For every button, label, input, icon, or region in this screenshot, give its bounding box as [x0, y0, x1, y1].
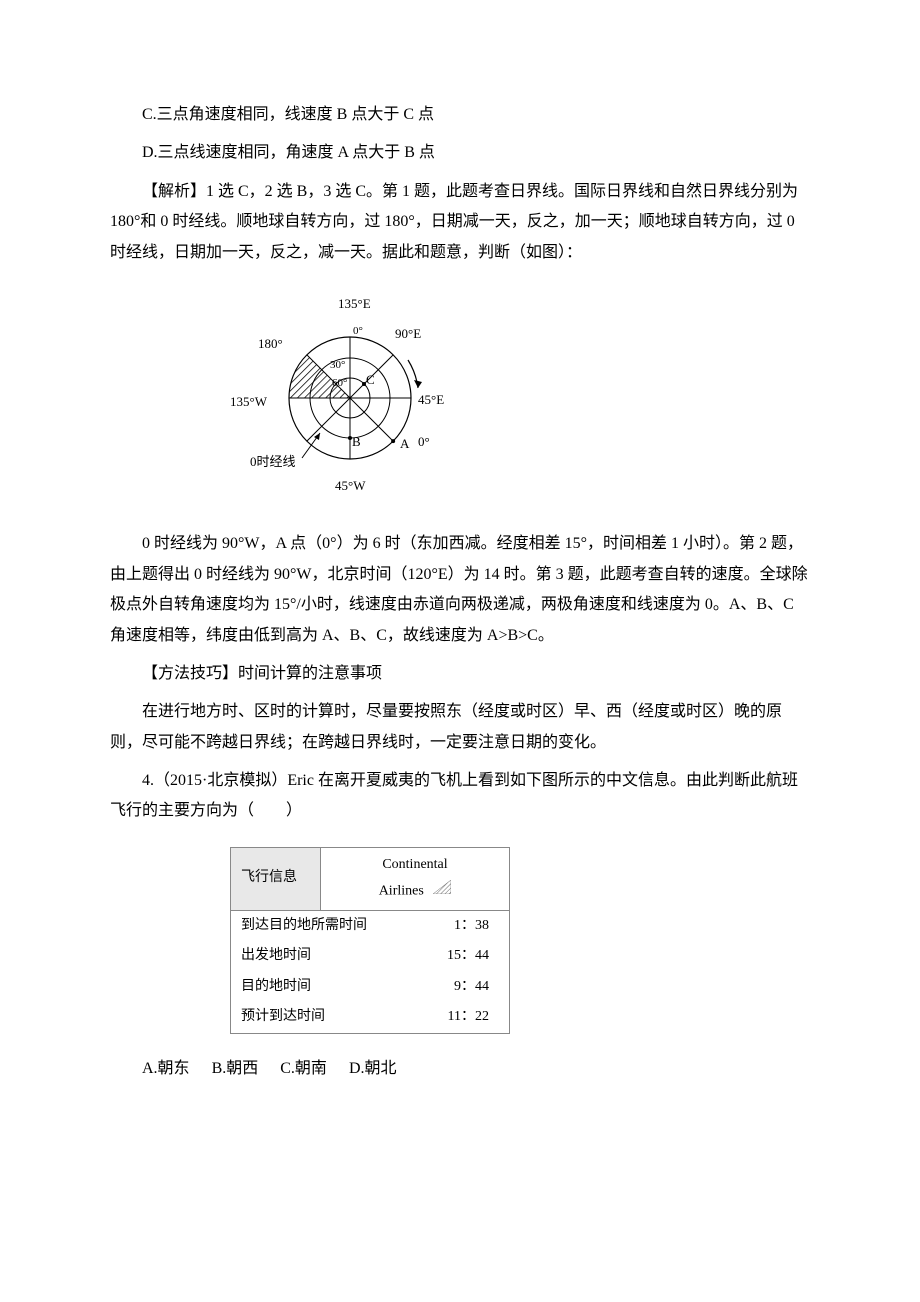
label-90e: 90°E [395, 326, 421, 341]
polar-diagram: 135°E 90°E 45°E 0° 45°W 135°W 180° 0° 30… [230, 288, 810, 509]
option-4c: C.朝南 [280, 1060, 327, 1077]
table-row: 目的地时间 9：44 [231, 972, 509, 1003]
row-label-1: 出发地时间 [231, 941, 417, 972]
table-row: 出发地时间 15：44 [231, 941, 509, 972]
label-lat60: 60° [332, 377, 347, 389]
option-c: C.三点角速度相同，线速度 B 点大于 C 点 [110, 100, 810, 130]
flight-info-table: 飞行信息 Continental Airlines [230, 847, 510, 1034]
option-d: D.三点线速度相同，角速度 A 点大于 B 点 [110, 138, 810, 168]
option-4b: B.朝西 [212, 1060, 259, 1077]
label-135e: 135°E [338, 296, 371, 311]
row-label-0: 到达目的地所需时间 [231, 911, 417, 942]
flight-table-header-row: 飞行信息 Continental Airlines [231, 847, 510, 910]
method-tip-title: 【方法技巧】时间计算的注意事项 [110, 659, 810, 689]
zero-hour-meridian-label: 0时经线 [250, 454, 296, 469]
flight-info-table-container: 飞行信息 Continental Airlines [230, 847, 810, 1034]
airline-name-line2: Airlines [379, 884, 424, 899]
flight-header-left: 飞行信息 [231, 847, 321, 910]
table-row: 预计到达时间 11：22 [231, 1002, 509, 1033]
polar-projection-svg: 135°E 90°E 45°E 0° 45°W 135°W 180° 0° 30… [230, 288, 470, 498]
label-lat0: 0° [353, 325, 363, 337]
option-4a: A.朝东 [142, 1060, 190, 1077]
row-value-1: 15：44 [417, 941, 509, 972]
question-4: 4.（2015·北京模拟）Eric 在离开夏威夷的飞机上看到如下图所示的中文信息… [110, 766, 810, 827]
row-value-0: 1：38 [417, 911, 509, 942]
airline-logo-icon [433, 878, 451, 905]
label-lat30: 30° [330, 359, 345, 371]
row-value-2: 9：44 [417, 972, 509, 1003]
question4-options: A.朝东 B.朝西 C.朝南 D.朝北 [110, 1054, 810, 1084]
point-a: A [400, 436, 410, 451]
row-value-3: 11：22 [417, 1002, 509, 1033]
point-b: B [352, 434, 361, 449]
row-label-2: 目的地时间 [231, 972, 417, 1003]
label-135w: 135°W [230, 394, 268, 409]
flight-header-right: Continental Airlines [321, 847, 510, 910]
option-4d: D.朝北 [349, 1060, 397, 1077]
analysis-text: 【解析】1 选 C，2 选 B，3 选 C。第 1 题，此题考查日界线。国际日界… [110, 177, 810, 268]
airline-name-line1: Continental [382, 857, 447, 872]
label-0deg: 0° [418, 434, 430, 449]
label-45w: 45°W [335, 478, 366, 493]
label-45e: 45°E [418, 392, 444, 407]
table-row: 到达目的地所需时间 1：38 [231, 911, 509, 942]
explanation-text: 0 时经线为 90°W，A 点（0°）为 6 时（东加西减。经度相差 15°，时… [110, 529, 810, 651]
point-c: C [366, 372, 375, 387]
method-tip-body: 在进行地方时、区时的计算时，尽量要按照东（经度或时区）早、西（经度或时区）晚的原… [110, 697, 810, 758]
row-label-3: 预计到达时间 [231, 1002, 417, 1033]
label-180: 180° [258, 336, 283, 351]
flight-info-rows: 到达目的地所需时间 1：38 出发地时间 15：44 目的地时间 9：44 预计… [231, 910, 510, 1033]
